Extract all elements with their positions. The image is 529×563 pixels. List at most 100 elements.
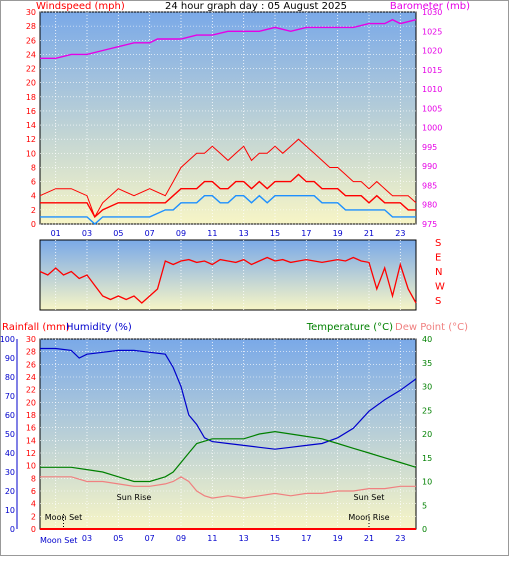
humidity-ytick: 100	[0, 335, 15, 344]
dir-series	[39, 256, 417, 304]
hour-tick-05: 05	[113, 534, 123, 543]
baro-ytick: 995	[422, 143, 437, 152]
humidity-series	[40, 347, 417, 450]
windAvg-series	[40, 194, 416, 225]
wind-panel-grid	[40, 11, 416, 225]
annotation-moon-set: Moon Set	[45, 513, 82, 522]
temp-ytick: 5	[422, 501, 427, 510]
hour-tick-23: 23	[395, 229, 405, 238]
hour-tick-23: 23	[395, 534, 405, 543]
wind-ytick: 26	[26, 36, 36, 45]
temp-ytick: 15	[422, 454, 432, 463]
direction-label-N: N	[435, 267, 442, 278]
hour-tick-21: 21	[364, 229, 374, 238]
wind-ytick: 12	[26, 135, 36, 144]
wind-ytick: 2	[31, 206, 36, 215]
wind-ytick: 14	[26, 121, 36, 130]
humidity-ytick: 30	[5, 468, 15, 477]
rain-ytick: 18	[26, 411, 36, 420]
wind-ytick: 24	[26, 50, 36, 59]
hour-tick-13: 13	[239, 229, 249, 238]
hour-tick-19: 19	[333, 534, 343, 543]
rain-ytick: 30	[26, 335, 36, 344]
annotation-moon-rise: Moon Rise	[348, 513, 389, 522]
humidity-ytick: 10	[5, 506, 15, 515]
humidity-ytick: 0	[10, 525, 15, 534]
astro-annotations: Moon Set Sun Rise Moon Rise Sun Set	[45, 493, 390, 529]
hour-tick-01: 01	[51, 229, 61, 238]
temp-ytick: 35	[422, 359, 432, 368]
baro-ytick: 975	[422, 220, 437, 229]
humidity-ytick: 20	[5, 487, 15, 496]
humidity-ytick: 80	[5, 373, 15, 382]
hour-tick-17: 17	[301, 229, 311, 238]
temp-ytick: 10	[422, 478, 432, 487]
rain-ytick: 4	[31, 500, 36, 509]
dewpoint-axis-label: Dew Point (°C)	[395, 322, 468, 333]
direction-panel-lines	[39, 256, 417, 304]
wind-panel-bg	[39, 11, 417, 225]
humidity-ytick: 40	[5, 449, 15, 458]
temp-ytick: 20	[422, 430, 432, 439]
temp-ytick: 40	[422, 335, 432, 344]
hour-tick-21: 21	[364, 534, 374, 543]
hour-tick-11: 11	[207, 229, 217, 238]
wind-panel-ticks: 0246810121416182022242628309759809859909…	[26, 8, 443, 238]
direction-label-S: S	[435, 238, 441, 249]
rain-ytick: 0	[31, 525, 36, 534]
windspeed-axis-label: Windspeed (mph)	[36, 1, 125, 12]
bottom-moonset-label: Moon Set	[40, 536, 77, 545]
direction-label-S: S	[435, 296, 441, 307]
baro-ytick: 1030	[422, 8, 442, 17]
rain-ytick: 10	[26, 462, 36, 471]
wind-ytick: 20	[26, 79, 36, 88]
baro-ytick: 1015	[422, 66, 442, 75]
hour-tick-19: 19	[333, 229, 343, 238]
baro-ytick: 1020	[422, 47, 442, 56]
temp-ytick: 30	[422, 383, 432, 392]
rain-ytick: 16	[26, 424, 36, 433]
temperature-axis-label: Temperature (°C)	[306, 322, 393, 333]
baro-ytick: 1010	[422, 85, 442, 94]
dew-series	[40, 476, 416, 499]
wind-ytick: 22	[26, 65, 36, 74]
temp-series	[40, 430, 417, 483]
rain-ytick: 12	[26, 449, 36, 458]
direction-label-E: E	[435, 253, 441, 264]
outer-frame	[0, 0, 509, 556]
annotation-sun-set: Sun Set	[354, 493, 385, 502]
wind-ytick: 30	[26, 8, 36, 17]
hour-tick-07: 07	[145, 229, 155, 238]
direction-panel-bg	[39, 239, 417, 311]
wind-ytick: 8	[31, 163, 36, 172]
humidity-ytick: 50	[5, 430, 15, 439]
humidity-axis-label: Humidity (%)	[66, 322, 132, 333]
baro-ytick: 1025	[422, 27, 442, 36]
annotation-sun-rise: Sun Rise	[117, 493, 152, 502]
baro-ytick: 1005	[422, 104, 442, 113]
hour-tick-03: 03	[82, 534, 92, 543]
wind-ytick: 4	[31, 192, 36, 201]
hour-tick-03: 03	[82, 229, 92, 238]
rain-ytick: 6	[31, 487, 36, 496]
graph-title: 24 hour graph day : 05 August 2025	[165, 1, 347, 12]
hour-tick-09: 09	[176, 229, 186, 238]
baro-ytick: 1000	[422, 124, 442, 133]
humidity-ytick: 60	[5, 411, 15, 420]
temp-panel-lines	[40, 347, 417, 530]
baro-ytick: 985	[422, 181, 437, 190]
rainfall-axis-label: Rainfall (mm)	[2, 322, 70, 333]
rain-ytick: 28	[26, 348, 36, 357]
temp-panel-ticks: 0102030405060708090100024681012141618202…	[0, 335, 432, 543]
baro-ytick: 980	[422, 201, 437, 210]
wind-series	[40, 173, 416, 219]
rain-ytick: 22	[26, 386, 36, 395]
hour-tick-13: 13	[239, 534, 249, 543]
wind-ytick: 10	[26, 149, 36, 158]
direction-label-W: W	[435, 282, 445, 293]
humidity-ytick: 90	[5, 354, 15, 363]
hour-tick-05: 05	[113, 229, 123, 238]
barometer-axis-label: Barometer (mb)	[390, 1, 470, 12]
